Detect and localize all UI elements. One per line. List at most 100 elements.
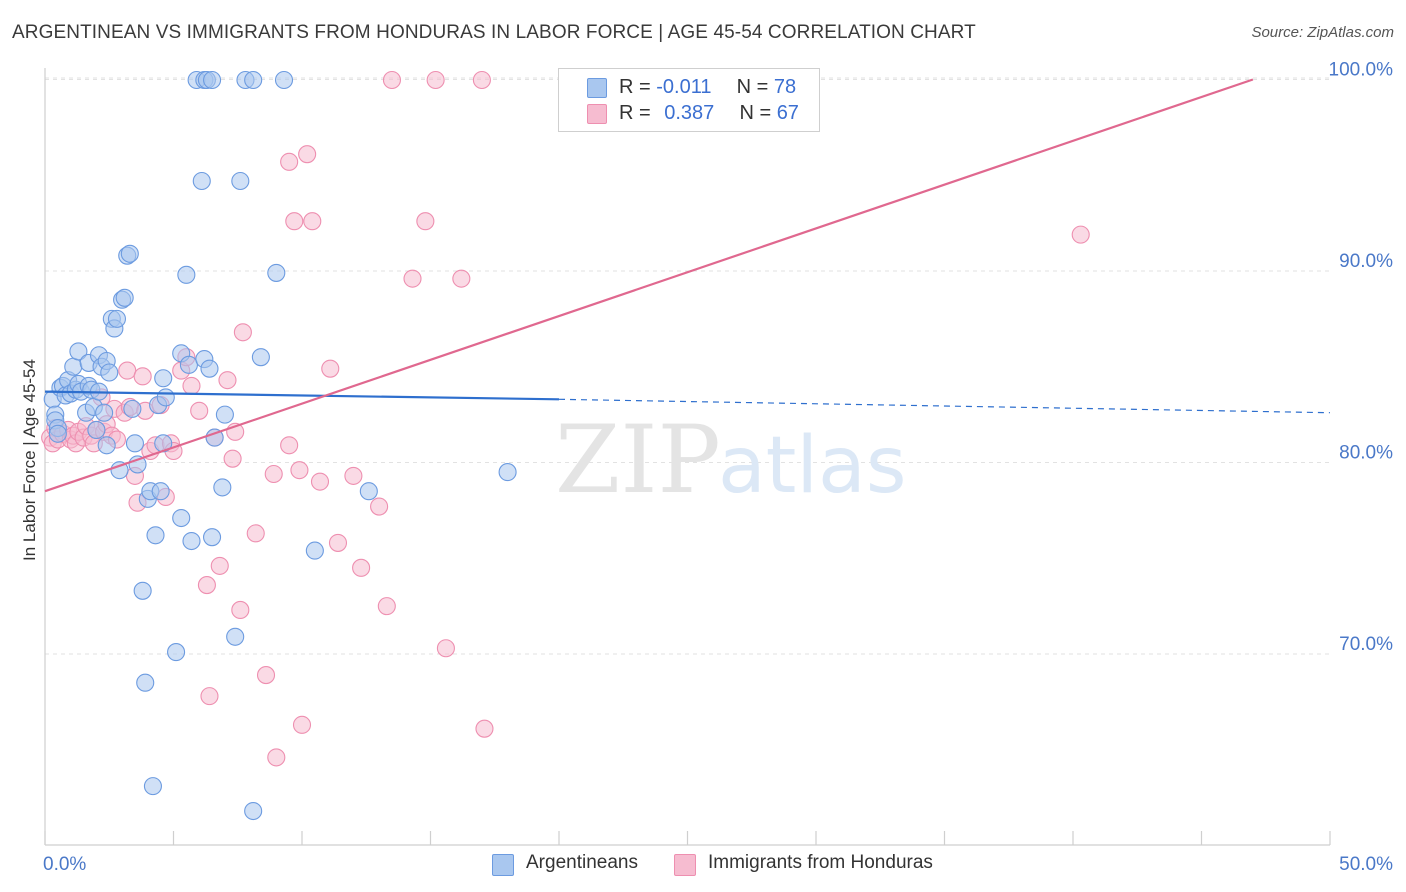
argentineans-point bbox=[251, 348, 270, 367]
legend-r-value: -0.011 bbox=[656, 76, 712, 98]
honduras-point bbox=[190, 401, 209, 420]
trend-lines bbox=[44, 78, 1331, 493]
honduras-point bbox=[403, 269, 422, 288]
legend-n-label: N = bbox=[739, 102, 777, 124]
argentineans-point bbox=[305, 541, 324, 560]
honduras-point bbox=[182, 376, 201, 395]
argentineans-point bbox=[172, 508, 191, 528]
honduras-point bbox=[436, 639, 455, 658]
bottom-legend-label: Immigrants from Honduras bbox=[708, 852, 933, 873]
tick-labels: 70.0% 80.0% 90.0% 100.0% 0.0% 50.0% bbox=[43, 60, 1393, 876]
honduras-point bbox=[377, 597, 396, 616]
x-tick-label: 0.0% bbox=[43, 854, 86, 875]
argentineans-point bbox=[151, 482, 170, 501]
argentineans-point bbox=[179, 355, 198, 374]
honduras-point bbox=[280, 436, 299, 455]
honduras-point bbox=[118, 361, 137, 380]
argentineans-point bbox=[97, 436, 116, 455]
argentineans-point bbox=[146, 526, 165, 545]
argentineans-point bbox=[125, 434, 144, 453]
legend-swatch-blue bbox=[587, 78, 607, 98]
honduras-point bbox=[223, 449, 242, 468]
argentineans-point bbox=[215, 405, 234, 424]
honduras-point bbox=[246, 524, 265, 543]
watermark: ZIP atlas bbox=[555, 406, 907, 515]
honduras-point bbox=[197, 576, 216, 595]
argentineans-point bbox=[110, 461, 129, 480]
honduras-point bbox=[292, 715, 312, 734]
x-tick-label: 50.0% bbox=[1339, 854, 1393, 875]
legend-swatch-pink bbox=[587, 104, 607, 124]
honduras-point bbox=[416, 212, 435, 231]
argentineans-point bbox=[95, 403, 114, 422]
argentineans-point bbox=[177, 265, 196, 284]
argentineans-point bbox=[226, 627, 245, 646]
argentineans-point bbox=[69, 342, 88, 361]
argentineans-point bbox=[154, 369, 173, 388]
honduras-point bbox=[452, 269, 471, 288]
argentineans-point bbox=[120, 244, 139, 263]
axes bbox=[44, 68, 1331, 846]
bottom-legend-label: Argentineans bbox=[526, 852, 638, 873]
argentineans-point bbox=[167, 643, 186, 662]
argentineans-point bbox=[115, 288, 134, 307]
argentineans-point bbox=[231, 171, 250, 191]
argentineans-point bbox=[182, 531, 201, 551]
bottom-legend-swatch-pink bbox=[674, 854, 696, 876]
argentineans-point bbox=[200, 359, 219, 378]
y-tick-label: 70.0% bbox=[1339, 634, 1393, 655]
honduras-trend-line bbox=[44, 78, 1254, 493]
argentineans-point bbox=[213, 478, 232, 497]
gridlines bbox=[45, 77, 1330, 655]
argentineans-point bbox=[136, 673, 155, 692]
y-tick-label: 80.0% bbox=[1339, 443, 1393, 464]
honduras-point bbox=[370, 497, 389, 516]
honduras-point bbox=[233, 323, 252, 342]
honduras-point bbox=[344, 466, 363, 485]
source-credit: Source: ZipAtlas.com bbox=[1251, 24, 1394, 41]
argentineans-point bbox=[133, 581, 152, 600]
argentineans-point bbox=[156, 388, 175, 407]
legend-n-label: N = bbox=[736, 76, 774, 98]
argentineans-point bbox=[107, 309, 127, 328]
argentineans-point bbox=[244, 801, 263, 821]
honduras-point bbox=[285, 212, 304, 231]
honduras-point bbox=[210, 556, 229, 575]
legend-r-label: R = bbox=[619, 76, 657, 98]
honduras-point bbox=[133, 367, 152, 386]
argentineans-point bbox=[64, 357, 83, 376]
argentineans-point bbox=[274, 70, 294, 90]
watermark-zip: ZIP bbox=[555, 406, 721, 515]
argentineans-point bbox=[359, 482, 378, 501]
honduras-point bbox=[475, 719, 494, 738]
legend-r-value: 0.387 bbox=[664, 102, 715, 124]
y-tick-label: 100.0% bbox=[1329, 60, 1394, 81]
honduras-point bbox=[310, 472, 330, 491]
honduras-point bbox=[303, 212, 322, 231]
argentineans-point bbox=[192, 171, 211, 191]
honduras-point bbox=[352, 558, 371, 577]
honduras-point bbox=[231, 600, 250, 620]
honduras-point bbox=[256, 666, 276, 685]
honduras-point bbox=[290, 461, 309, 480]
honduras-point bbox=[267, 748, 286, 767]
honduras-point bbox=[321, 359, 340, 378]
correlation-legend: R = -0.011 N = 78 R = 0.387 N = 67 bbox=[558, 68, 820, 132]
argentineans-point bbox=[244, 70, 263, 90]
argentineans-point bbox=[203, 528, 222, 547]
legend-r-label: R = bbox=[619, 102, 657, 124]
honduras-point bbox=[264, 464, 283, 484]
legend-n-value: 78 bbox=[773, 76, 797, 98]
bottom-legend-swatch-blue bbox=[492, 854, 514, 876]
argentineans-point bbox=[143, 777, 162, 796]
y-tick-label: 90.0% bbox=[1339, 251, 1393, 272]
honduras-point bbox=[1071, 225, 1090, 244]
chart-title: ARGENTINEAN VS IMMIGRANTS FROM HONDURAS … bbox=[12, 22, 976, 43]
honduras-point bbox=[200, 687, 219, 706]
argentineans-point bbox=[267, 263, 286, 282]
argentineans-point bbox=[203, 70, 222, 90]
argentineans-point bbox=[498, 463, 517, 482]
honduras-point bbox=[382, 70, 402, 90]
argentineans-point bbox=[123, 399, 142, 418]
